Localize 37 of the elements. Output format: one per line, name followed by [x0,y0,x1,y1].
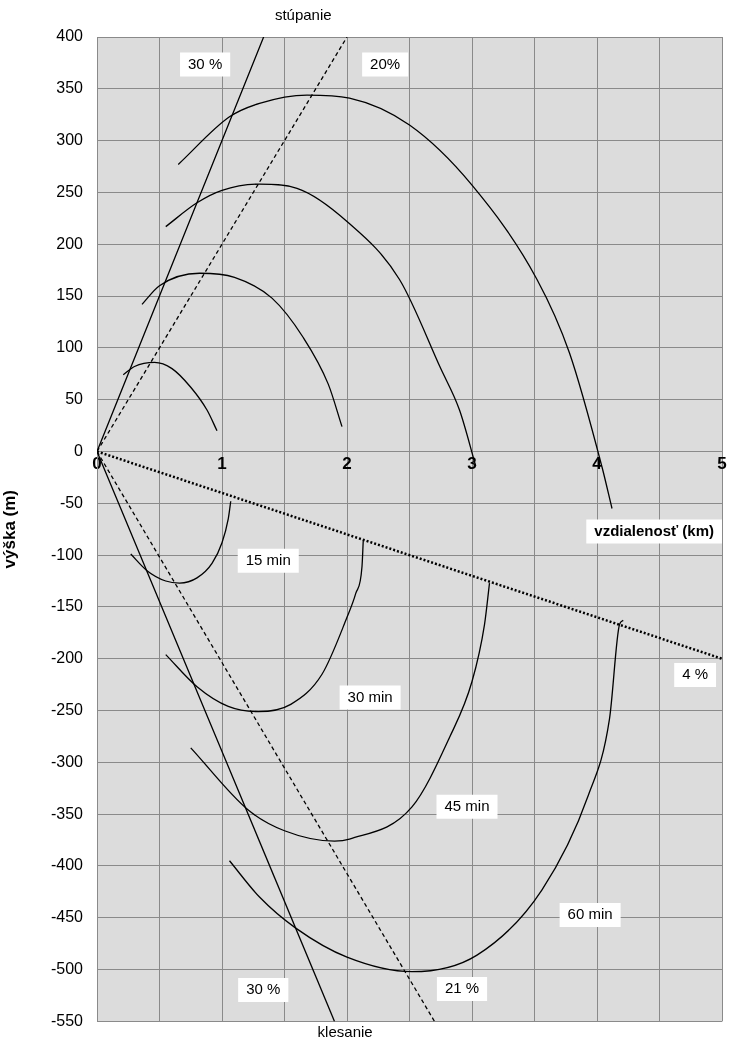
y-tick-label: -350 [50,804,84,822]
annotation: 60 min [567,905,613,923]
y-tick-label: -100 [50,545,84,563]
y-tick-label: -150 [50,597,84,615]
y-tick-label: -400 [50,856,84,874]
x-tick-label: 1 [217,454,227,474]
y-axis-title: výška (m) [0,489,19,569]
x-tick-label: 4 [592,454,603,474]
y-tick-label: -200 [50,649,84,667]
y-tick-label: 250 [56,182,84,200]
y-tick-label: -250 [50,700,84,718]
annotation: 15 min [245,550,291,568]
y-tick-label: 150 [56,286,84,304]
annotation: 21 % [444,979,480,997]
annotation: 4 % [682,665,709,683]
chart-title: stúpanie [274,6,332,24]
y-tick-label: 200 [56,234,84,252]
annotation: 30 min [347,687,393,705]
y-tick-label: -50 [59,493,84,511]
y-tick-label: 350 [56,79,84,97]
y-tick-label: -500 [50,960,84,977]
annotation: 45 min [444,796,490,814]
annotation: 30 % [188,54,223,72]
x-tick-label: 5 [717,454,727,474]
text: klesanie [317,1023,373,1041]
y-tick-label: 100 [56,338,84,356]
y-tick-label: 300 [56,131,84,149]
x-axis-title: vzdialenosť (km) [594,521,714,539]
annotation: 20% [370,54,401,72]
annotation: 30 % [246,980,281,998]
x-tick-label: 2 [342,454,352,474]
y-tick-label: 400 [56,27,84,45]
y-tick-label: -300 [50,752,84,770]
y-tick-label: 0 [74,441,84,459]
y-tick-label: 50 [65,390,84,408]
y-tick-label: -550 [50,1011,84,1029]
y-tick-label: -450 [50,908,84,926]
